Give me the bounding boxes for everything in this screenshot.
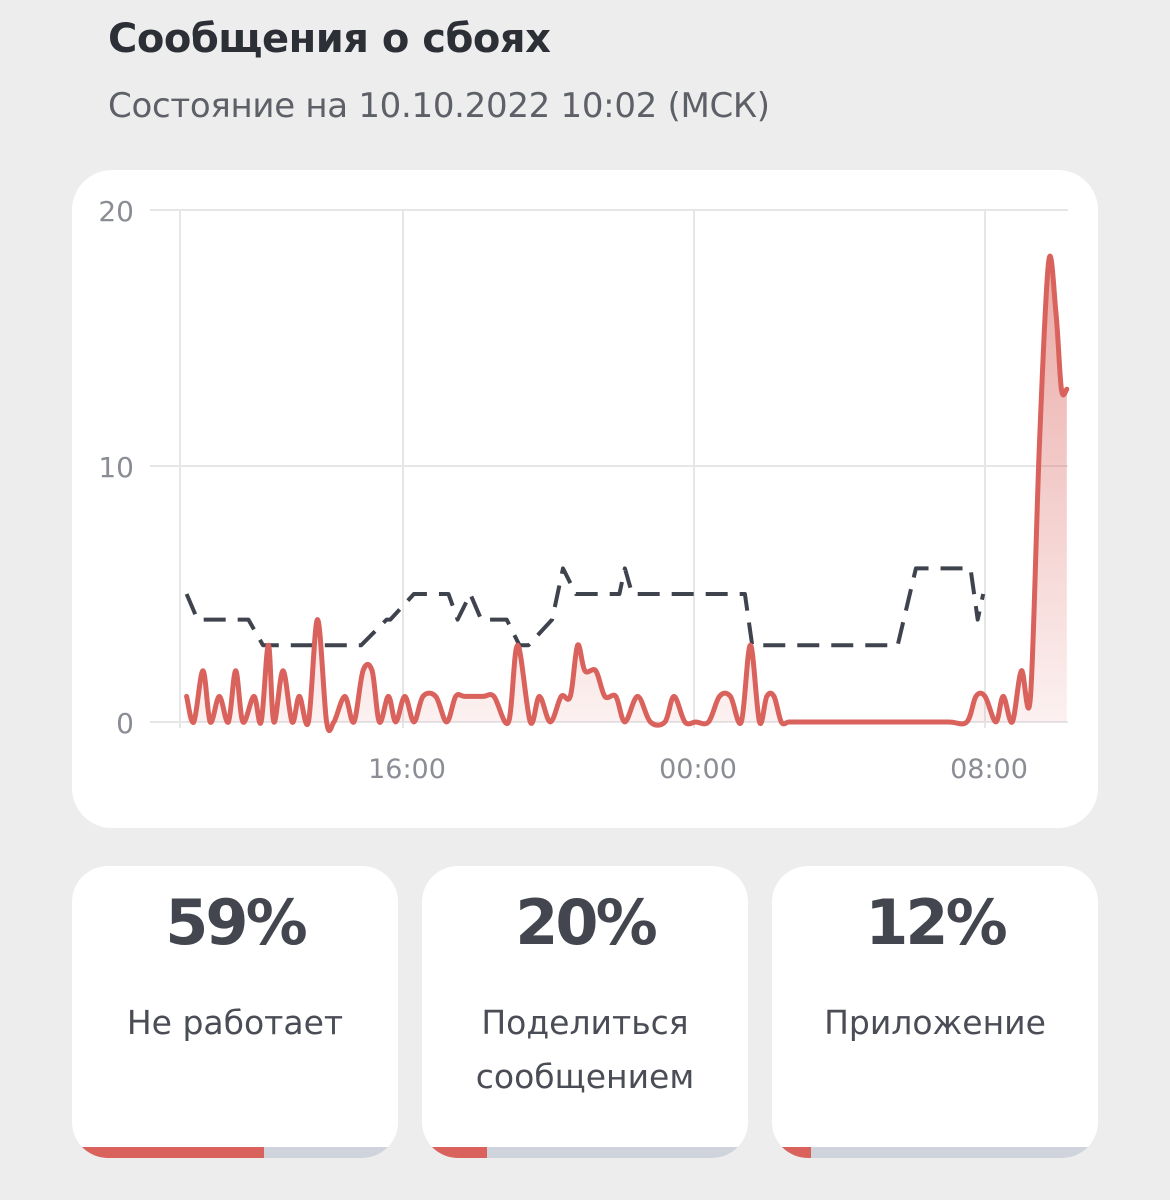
- stat-label: Поделиться сообщением: [475, 1003, 695, 1096]
- stat-card-app[interactable]: 12% Приложение: [772, 866, 1098, 1158]
- stat-progress-fill: [72, 1147, 265, 1158]
- page-title: Сообщения о сбоях: [108, 16, 551, 62]
- stat-percentage: 59%: [165, 886, 307, 959]
- y-tick-label: 0: [116, 707, 134, 740]
- outage-chart-card: 0 10 20 16:00 00:00 08:00: [72, 170, 1098, 828]
- stat-card-not-working[interactable]: 59% Не работает: [72, 866, 398, 1158]
- status-timestamp: Состояние на 10.10.2022 10:02 (МСК): [108, 86, 770, 126]
- y-tick-label: 20: [98, 195, 134, 228]
- x-tick-label: 08:00: [950, 754, 1028, 785]
- stat-progress-bar: [772, 1147, 1098, 1158]
- outage-reports-chart: 0 10 20 16:00 00:00 08:00: [98, 195, 1070, 785]
- stat-percentage: 12%: [865, 886, 1007, 959]
- stat-label: Приложение: [824, 1003, 1046, 1042]
- stat-progress-bar: [72, 1147, 398, 1158]
- stat-progress-bar: [422, 1147, 748, 1158]
- stat-card-share-message[interactable]: 20% Поделиться сообщением: [422, 866, 748, 1158]
- x-tick-label: 00:00: [659, 754, 737, 785]
- stat-progress-fill: [422, 1147, 488, 1158]
- dashed-series-line: [184, 566, 986, 648]
- y-tick-label: 10: [98, 451, 134, 484]
- stat-label: Не работает: [126, 1003, 344, 1042]
- stat-percentage: 20%: [515, 886, 657, 959]
- solid-series-area: [186, 256, 1067, 731]
- stat-progress-fill: [772, 1147, 812, 1158]
- solid-series-line: [184, 253, 1070, 734]
- x-tick-label: 16:00: [368, 754, 446, 785]
